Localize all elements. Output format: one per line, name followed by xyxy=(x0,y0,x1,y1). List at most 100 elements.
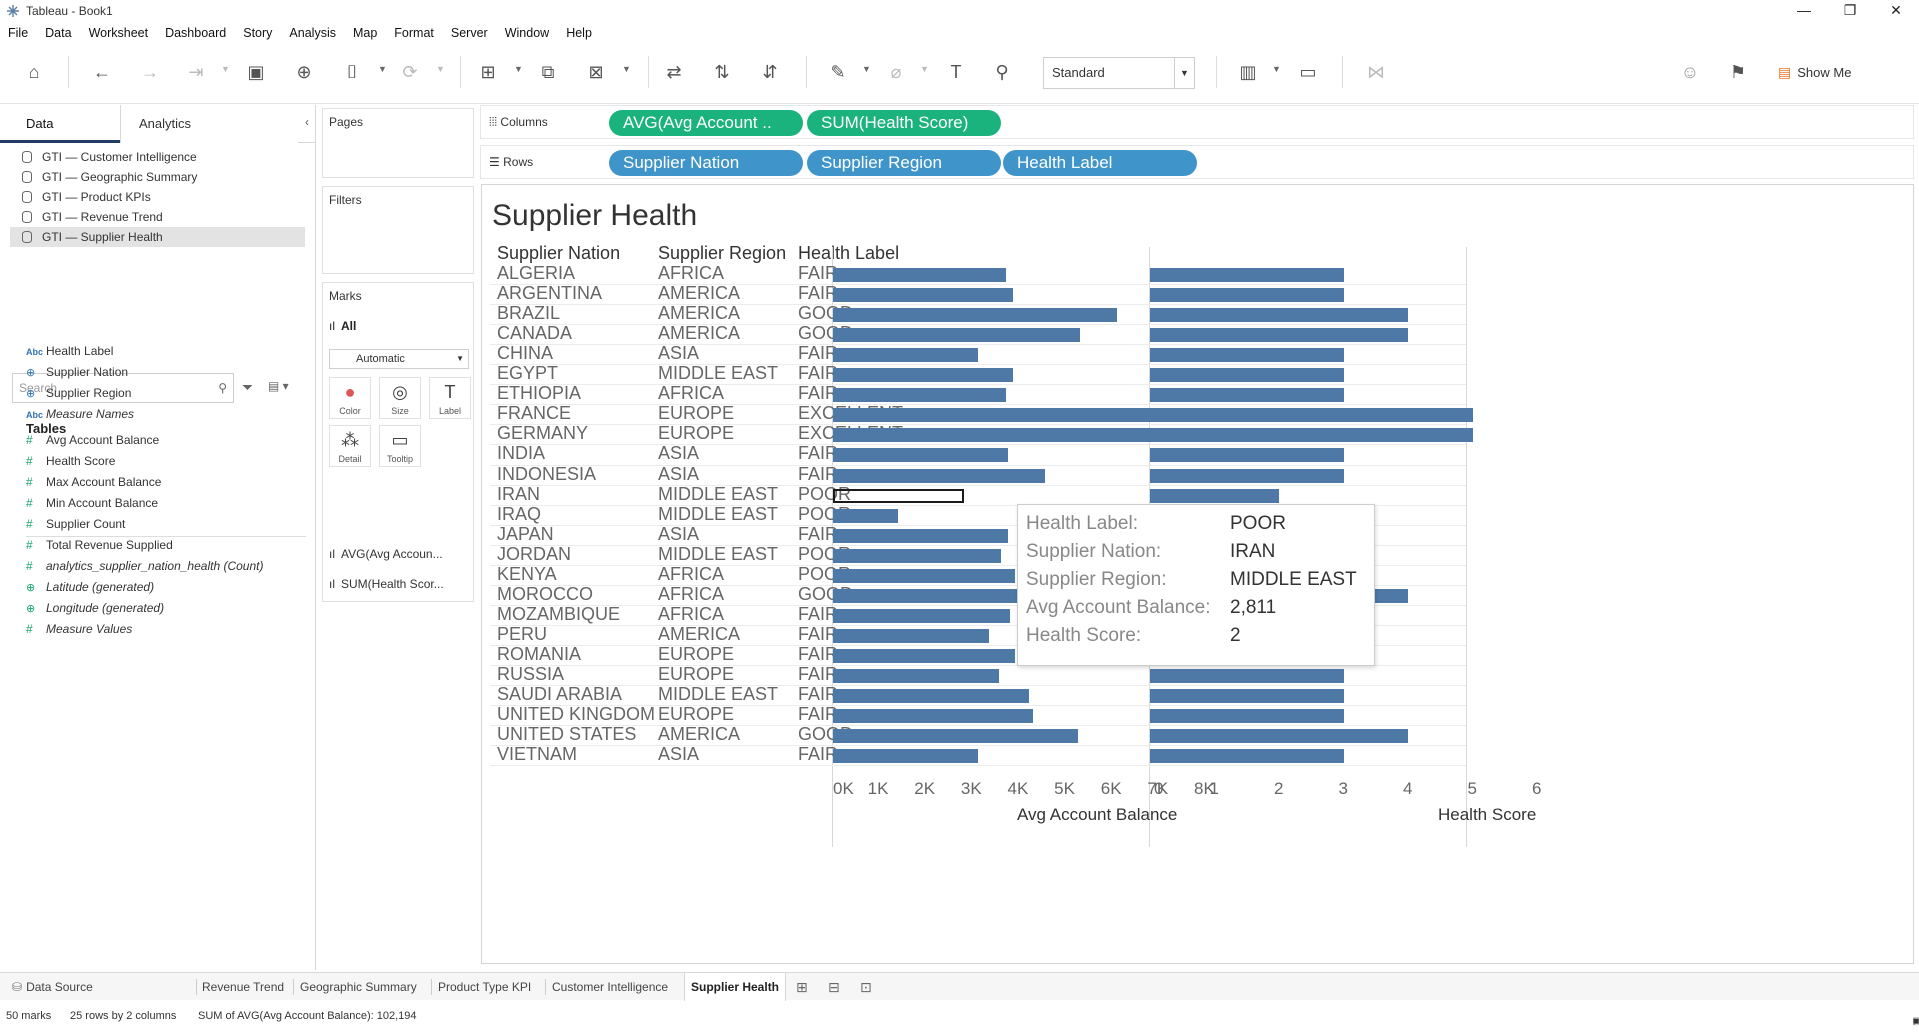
bar-avg-account-balance[interactable] xyxy=(833,749,978,764)
menu-item-server[interactable]: Server xyxy=(450,26,488,40)
group-icon[interactable]: ⌀ xyxy=(890,61,902,82)
marks-tab-sum[interactable]: ıl SUM(Health Scor... xyxy=(329,577,444,591)
show-me-button[interactable]: ▤ Show Me xyxy=(1778,64,1851,81)
row-health-label[interactable]: FAIR xyxy=(798,603,839,624)
header-supplier-region[interactable]: Supplier Region xyxy=(658,243,787,263)
tooltip-button[interactable]: ▭ Tooltip xyxy=(379,425,421,467)
row-region[interactable]: ASIA xyxy=(658,523,700,544)
header-health-label[interactable]: Health Label xyxy=(798,243,900,263)
field-item[interactable]: # Health Score xyxy=(26,451,115,471)
row-region[interactable]: MIDDLE EAST xyxy=(658,684,779,705)
field-item[interactable]: ⊕ Longitude (generated) xyxy=(26,598,164,618)
column-pill-avg-balance[interactable]: AVG(Avg Account .. xyxy=(609,110,803,136)
new-dashboard-tab-icon[interactable]: ⊟ xyxy=(828,979,840,995)
pause-updates-icon[interactable]: ⌷ xyxy=(346,61,358,82)
bar-avg-account-balance[interactable] xyxy=(833,448,1008,463)
save-icon[interactable]: ▣ xyxy=(247,61,265,82)
refresh-icon[interactable]: ⟳ xyxy=(402,61,418,82)
rows-shelf[interactable]: ☰ Rows Supplier Nation Supplier Region H… xyxy=(480,145,1914,179)
row-health-label[interactable]: FAIR xyxy=(798,664,839,684)
field-item[interactable]: # Max Account Balance xyxy=(26,472,161,492)
tab-analytics[interactable]: Analytics xyxy=(120,105,298,143)
bar-avg-account-balance[interactable] xyxy=(833,729,1078,744)
row-nation[interactable]: CHINA xyxy=(497,343,554,364)
data-source-item[interactable]: GTI — Revenue Trend xyxy=(0,207,315,227)
row-region[interactable]: MIDDLE EAST xyxy=(658,363,779,384)
row-pill-supplier-nation[interactable]: Supplier Nation xyxy=(609,150,803,176)
share-icon[interactable]: ⋈ xyxy=(1367,61,1385,82)
bar-avg-account-balance[interactable] xyxy=(833,568,1015,583)
menu-item-file[interactable]: File xyxy=(8,26,29,40)
row-nation[interactable]: GERMANY xyxy=(497,423,589,444)
row-region[interactable]: AFRICA xyxy=(658,583,725,604)
row-nation[interactable]: PERU xyxy=(497,623,548,644)
row-nation[interactable]: BRAZIL xyxy=(497,303,561,324)
ask-data-icon[interactable]: ☺ xyxy=(1680,61,1700,82)
new-datasource-icon[interactable]: ⊕ xyxy=(296,61,312,82)
row-nation[interactable]: CANADA xyxy=(497,323,573,344)
row-nation[interactable]: ETHIOPIA xyxy=(497,383,582,404)
bar-avg-account-balance[interactable] xyxy=(833,408,1202,423)
row-region[interactable]: EUROPE xyxy=(658,704,735,725)
new-worksheet-icon[interactable]: ⊞ xyxy=(480,61,496,82)
swap-icon[interactable]: ⇄ xyxy=(666,61,682,82)
pin-icon[interactable]: ⚲ xyxy=(995,61,1009,82)
pages-card[interactable]: Pages xyxy=(322,108,474,178)
row-nation[interactable]: MOROCCO xyxy=(497,583,593,604)
row-nation[interactable]: EGYPT xyxy=(497,363,559,384)
row-region[interactable]: ASIA xyxy=(658,343,700,364)
tab-data[interactable]: Data xyxy=(0,105,120,143)
bar-health-score[interactable] xyxy=(1150,408,1473,423)
bar-health-score[interactable] xyxy=(1150,288,1344,303)
row-region[interactable]: AFRICA xyxy=(658,383,725,404)
row-health-label[interactable]: FAIR xyxy=(798,684,839,705)
fit-dropdown[interactable]: Standard ▼ xyxy=(1043,57,1195,89)
bar-avg-account-balance[interactable] xyxy=(833,308,1118,323)
row-region[interactable]: AFRICA xyxy=(658,263,725,283)
bar-avg-account-balance[interactable] xyxy=(833,648,1015,663)
bar-avg-account-balance[interactable] xyxy=(833,608,1011,623)
row-health-label[interactable]: FAIR xyxy=(798,343,839,364)
new-worksheet-tab-icon[interactable]: ⊞ xyxy=(796,979,808,995)
size-button[interactable]: ◎ Size xyxy=(379,377,421,419)
bar-health-score[interactable] xyxy=(1150,388,1344,403)
sort-asc-icon[interactable]: ⇅ xyxy=(714,61,730,82)
sheet-tab-product-type-kpi[interactable]: Product Type KPI xyxy=(438,980,532,994)
minimize-button[interactable]: — xyxy=(1797,2,1811,18)
bar-avg-account-balance[interactable] xyxy=(833,468,1046,483)
filters-card[interactable]: Filters xyxy=(322,186,474,274)
bar-health-score[interactable] xyxy=(1150,328,1408,343)
field-item[interactable]: # Measure Values xyxy=(26,619,132,639)
row-region[interactable]: MIDDLE EAST xyxy=(658,483,779,504)
bar-health-score[interactable] xyxy=(1150,268,1344,282)
row-region[interactable]: EUROPE xyxy=(658,403,735,424)
bar-health-score[interactable] xyxy=(1150,308,1408,323)
axis-title-health-score[interactable]: Health Score xyxy=(1438,805,1537,824)
row-health-label[interactable]: FAIR xyxy=(798,263,839,283)
row-nation[interactable]: KENYA xyxy=(497,563,557,584)
field-item[interactable]: # Min Account Balance xyxy=(26,493,158,513)
field-item[interactable]: ⊕ Latitude (generated) xyxy=(26,577,154,597)
redo-icon[interactable]: → xyxy=(141,61,159,82)
row-region[interactable]: AMERICA xyxy=(658,283,741,304)
row-nation[interactable]: INDONESIA xyxy=(497,463,597,484)
row-region[interactable]: ASIA xyxy=(658,463,700,484)
new-story-tab-icon[interactable]: ⊡ xyxy=(860,979,872,995)
row-region[interactable]: AMERICA xyxy=(658,303,741,324)
mark-type-dropdown[interactable]: Automatic ▼ xyxy=(329,349,469,369)
row-health-label[interactable]: FAIR xyxy=(798,443,839,464)
row-region[interactable]: AFRICA xyxy=(658,563,725,584)
format-painter-icon[interactable]: ⚑ xyxy=(1729,61,1747,82)
close-button[interactable]: ✕ xyxy=(1890,2,1902,18)
row-nation[interactable]: MOZAMBIQUE xyxy=(497,603,621,624)
row-region[interactable]: AFRICA xyxy=(658,603,725,624)
bar-health-score[interactable] xyxy=(1150,468,1344,483)
bar-avg-account-balance[interactable] xyxy=(833,428,1172,443)
row-nation[interactable]: UNITED STATES xyxy=(497,724,637,745)
menu-item-help[interactable]: Help xyxy=(566,26,592,40)
view-options-icon[interactable]: ▤ ▾ xyxy=(268,379,289,393)
field-item[interactable]: # Total Revenue Supplied xyxy=(26,535,173,555)
row-health-label[interactable]: FAIR xyxy=(798,463,839,484)
duplicate-icon[interactable]: ⧉ xyxy=(541,61,555,82)
row-nation[interactable]: ROMANIA xyxy=(497,643,582,664)
